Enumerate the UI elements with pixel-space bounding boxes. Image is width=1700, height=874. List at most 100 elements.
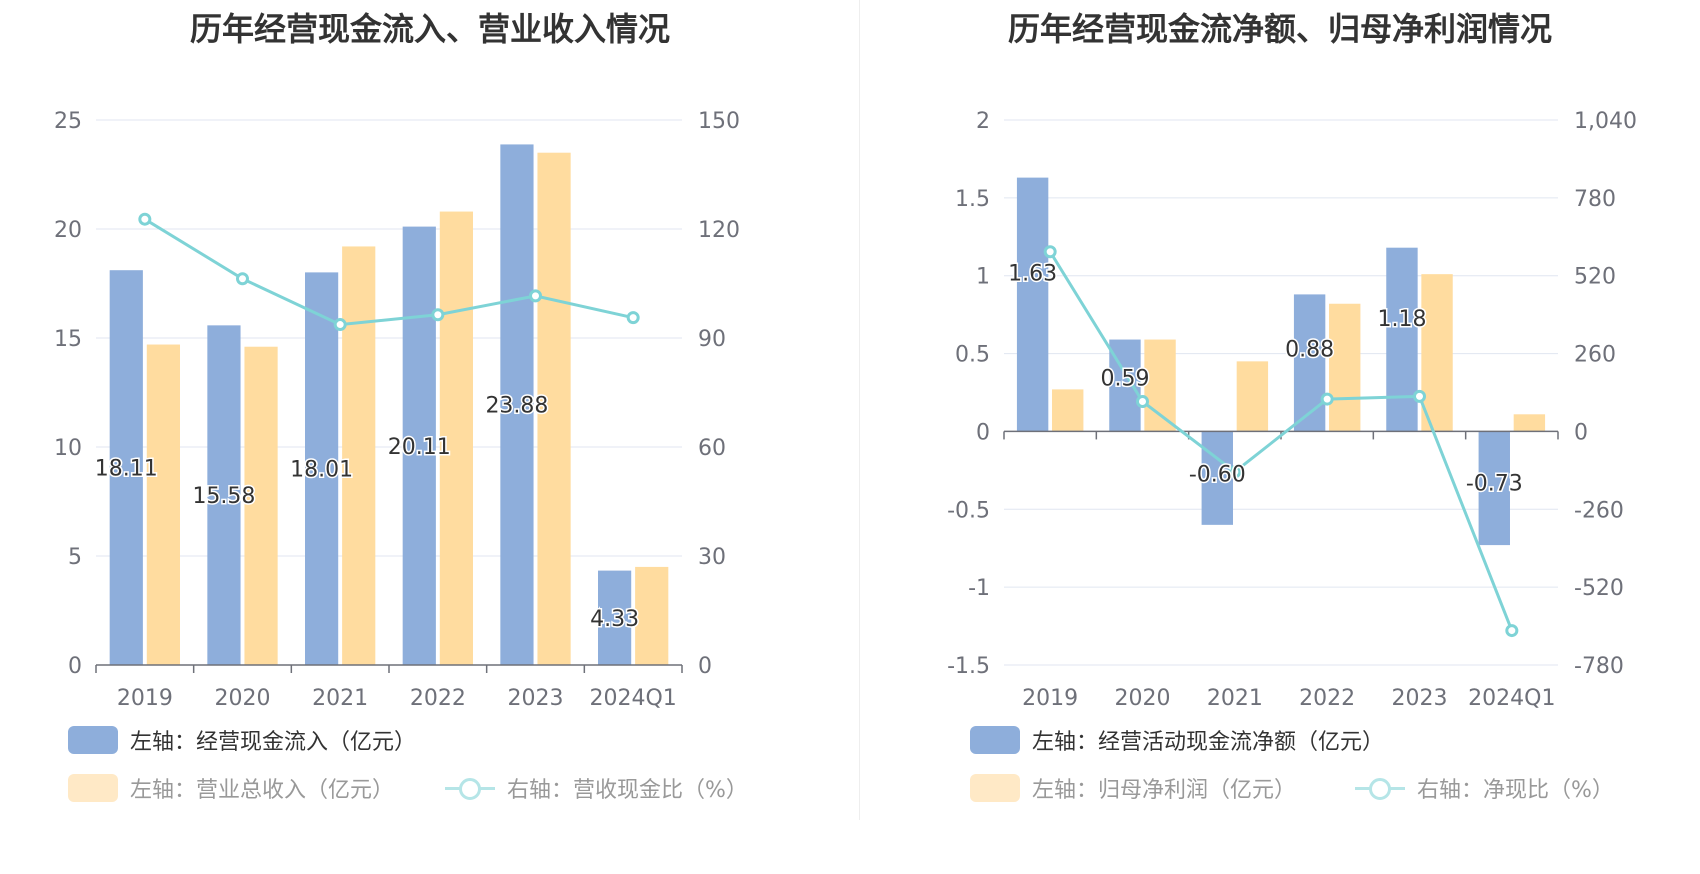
left-axis-tick-label: 0.5	[955, 343, 990, 368]
chart-canvas: 0 5 10 15 20 25 0 30 60 90 120 150 2019 2020 2021 2022 2…	[54, 109, 740, 711]
bar-revenue	[342, 246, 376, 665]
right-axis-tick-label: 60	[698, 436, 726, 461]
legend-label: 左轴：经营现金流入（亿元）	[130, 730, 417, 755]
category-label: 2023	[1392, 686, 1448, 711]
left-axis-tick-label: 20	[54, 218, 82, 243]
legend-item-net-cash[interactable]: 左轴：经营活动现金流净额（亿元）	[970, 724, 1384, 756]
legend-item-net-profit[interactable]: 左轴：归母净利润（亿元）	[970, 772, 1296, 804]
bar-net-profit	[1052, 389, 1084, 432]
bar-cash-inflow	[207, 325, 241, 665]
ratio-point	[1228, 465, 1242, 479]
legend-swatch	[970, 774, 1020, 802]
bar-net-profit	[1236, 361, 1269, 432]
right-axis-tick-label: -520	[1574, 576, 1624, 601]
chart-canvas: -1.5 -1 -0.5 0 0.5 1 1.5 2 -780 -520 -260 0 260 520 78…	[947, 109, 1637, 711]
ratio-point	[529, 289, 542, 303]
category-label: 2020	[215, 686, 271, 711]
chart-panel-net-cash: 历年经营现金流净额、归母净利润情况 -1.5 -1 -0.5 0 0.5 1 1.5 2 -78…	[860, 0, 1700, 874]
bar-net-profit	[1329, 303, 1361, 432]
category-label: 2019	[117, 686, 173, 711]
category-label: 2022	[1299, 686, 1355, 711]
ratio-line	[1048, 250, 1514, 632]
data-label: 18.01	[290, 458, 353, 483]
bar-cash-inflow	[500, 144, 534, 665]
ratio-point	[236, 272, 249, 286]
left-axis-tick-label: -1.5	[947, 654, 990, 679]
ratio-line	[144, 217, 634, 327]
right-axis-tick-label: -780	[1574, 654, 1624, 679]
data-label: 0.59	[1100, 367, 1149, 392]
left-axis-tick-label: 15	[54, 327, 82, 352]
legend-item-cash-inflow[interactable]: 左轴：经营现金流入（亿元）	[68, 724, 416, 756]
legend-label: 右轴：营收现金比（%）	[507, 778, 748, 803]
bar-cash-inflow	[402, 226, 436, 666]
category-label: 2021	[312, 686, 368, 711]
bar-net-cash	[1201, 431, 1233, 525]
right-axis-tick-label: 30	[698, 545, 726, 570]
category-label: 2021	[1207, 686, 1263, 711]
bar-revenue	[439, 211, 473, 665]
ratio-point	[1136, 394, 1149, 408]
left-axis-tick-label: 1	[976, 265, 990, 290]
chart-title: 历年经营现金流净额、归母净利润情况	[1007, 10, 1552, 48]
left-axis-tick-label: 10	[54, 436, 82, 461]
category-label: 2019	[1022, 686, 1078, 711]
legend-swatch	[970, 726, 1020, 754]
left-axis-tick-label: 2	[976, 109, 990, 134]
ratio-point	[626, 311, 640, 325]
bar-revenue	[244, 346, 278, 665]
bar-net-cash	[1016, 177, 1049, 432]
bar-net-profit	[1421, 274, 1453, 432]
legend-label: 右轴：净现比（%）	[1417, 778, 1614, 803]
data-label: 0.88	[1285, 337, 1334, 362]
chart-panel-cash-inflow: 历年经营现金流入、营业收入情况 0 5 10 15 20 25 0 30 60 90 120 150 2…	[54, 10, 748, 804]
category-label: 2020	[1115, 686, 1171, 711]
data-label: 18.11	[95, 457, 158, 482]
legend-item-revenue[interactable]: 左轴：营业总收入（亿元）	[68, 772, 394, 804]
ratio-point	[1413, 389, 1426, 403]
left-axis-tick-label: 0	[976, 420, 990, 445]
legend-label: 左轴：营业总收入（亿元）	[130, 778, 395, 803]
bar-net-cash	[1478, 431, 1510, 546]
data-label: 4.33	[590, 607, 639, 632]
data-label: -0.60	[1189, 462, 1246, 487]
chart-title: 历年经营现金流入、营业收入情况	[189, 10, 670, 48]
left-axis-tick-label: -0.5	[947, 498, 990, 523]
left-axis-tick-label: 0	[68, 654, 82, 679]
legend-line-swatch	[445, 774, 495, 802]
bar-net-cash	[1293, 294, 1326, 432]
legend-label: 左轴：经营活动现金流净额（亿元）	[1032, 730, 1385, 755]
ratio-point	[1043, 245, 1057, 259]
right-axis-tick-label: 520	[1574, 265, 1616, 290]
right-axis-tick-label: 90	[698, 327, 726, 352]
bar-cash-inflow	[598, 570, 632, 665]
bar-revenue	[635, 566, 669, 665]
ratio-point	[431, 308, 445, 322]
data-label: 20.11	[388, 435, 451, 460]
legend-swatch	[68, 774, 118, 802]
data-label: 15.58	[192, 484, 255, 509]
right-axis-tick-label: 1,040	[1574, 109, 1637, 134]
legend-swatch	[68, 726, 118, 754]
right-axis-tick-label: 150	[698, 109, 740, 134]
data-label: -0.73	[1466, 472, 1523, 497]
bar-revenue	[537, 152, 571, 665]
ratio-point	[138, 212, 152, 226]
legend-line-swatch	[1355, 774, 1405, 802]
right-axis-tick-label: -260	[1574, 498, 1624, 523]
left-axis-tick-label: -1	[968, 576, 990, 601]
ratio-point	[333, 318, 347, 332]
data-label: 1.63	[1008, 261, 1057, 286]
data-label: 1.18	[1377, 307, 1426, 332]
right-axis-tick-label: 120	[698, 218, 740, 243]
category-label: 2023	[508, 686, 564, 711]
legend-item-cash-ratio[interactable]: 右轴：营收现金比（%）	[445, 772, 748, 804]
bar-cash-inflow	[305, 272, 339, 665]
category-label: 2024Q1	[1468, 686, 1555, 711]
legend-item-net-cash-ratio[interactable]: 右轴：净现比（%）	[1355, 772, 1614, 804]
category-label: 2024Q1	[590, 686, 677, 711]
panel-divider	[859, 0, 860, 820]
right-axis-tick-label: 260	[1574, 343, 1616, 368]
category-label: 2022	[410, 686, 466, 711]
left-axis-tick-label: 1.5	[955, 187, 990, 212]
